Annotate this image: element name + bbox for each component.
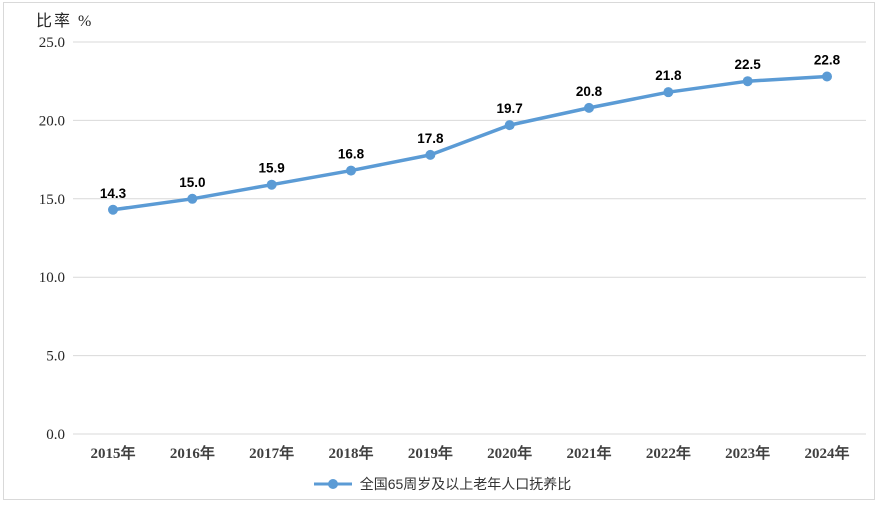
x-tick-label: 2024年 — [804, 444, 849, 462]
x-tick-label: 2022年 — [646, 444, 691, 462]
legend-marker-dot — [327, 479, 338, 489]
data-label: 14.3 — [100, 186, 127, 201]
x-tick-label: 2021年 — [566, 444, 611, 462]
data-label: 15.0 — [179, 175, 205, 190]
data-label: 16.8 — [338, 147, 365, 162]
y-tick-label: 10.0 — [39, 270, 65, 286]
legend-label: 全国65周岁及以上老年人口抚养比 — [359, 476, 572, 492]
x-tick-label: 2017年 — [249, 444, 294, 462]
x-tick-label: 2020年 — [487, 444, 532, 462]
data-label: 22.5 — [735, 57, 762, 72]
data-point-marker — [266, 179, 277, 190]
y-tick-label: 20.0 — [39, 113, 65, 129]
x-tick-label: 2016年 — [170, 444, 215, 462]
data-label: 20.8 — [576, 84, 603, 99]
data-point-marker — [742, 76, 753, 87]
data-point-marker — [425, 149, 436, 160]
data-label: 15.9 — [259, 161, 285, 176]
data-point-marker — [187, 193, 198, 204]
x-tick-label: 2019年 — [408, 444, 453, 462]
legend: 全国65周岁及以上老年人口抚养比 — [0, 474, 884, 494]
y-tick-label: 5.0 — [46, 349, 65, 365]
legend-line-marker-icon — [313, 479, 352, 489]
data-label: 19.7 — [497, 101, 523, 116]
x-tick-label: 2018年 — [328, 444, 373, 462]
y-axis-title: 比率 % — [36, 13, 94, 30]
series-line — [111, 74, 829, 212]
data-label: 22.8 — [814, 52, 841, 67]
y-tick-label: 15.0 — [39, 192, 65, 208]
data-label: 21.8 — [655, 68, 682, 83]
data-point-marker — [108, 204, 118, 215]
data-point-marker — [504, 120, 515, 131]
x-tick-label: 2015年 — [90, 444, 135, 462]
x-tick-label: 2023年 — [725, 444, 770, 462]
y-tick-label: 25.0 — [39, 35, 65, 51]
y-tick-label: 0.0 — [46, 427, 65, 443]
data-point-marker — [822, 71, 832, 82]
data-point-marker — [584, 102, 594, 113]
data-label: 17.8 — [417, 131, 444, 146]
data-point-marker — [663, 87, 674, 98]
data-point-marker — [346, 165, 356, 176]
